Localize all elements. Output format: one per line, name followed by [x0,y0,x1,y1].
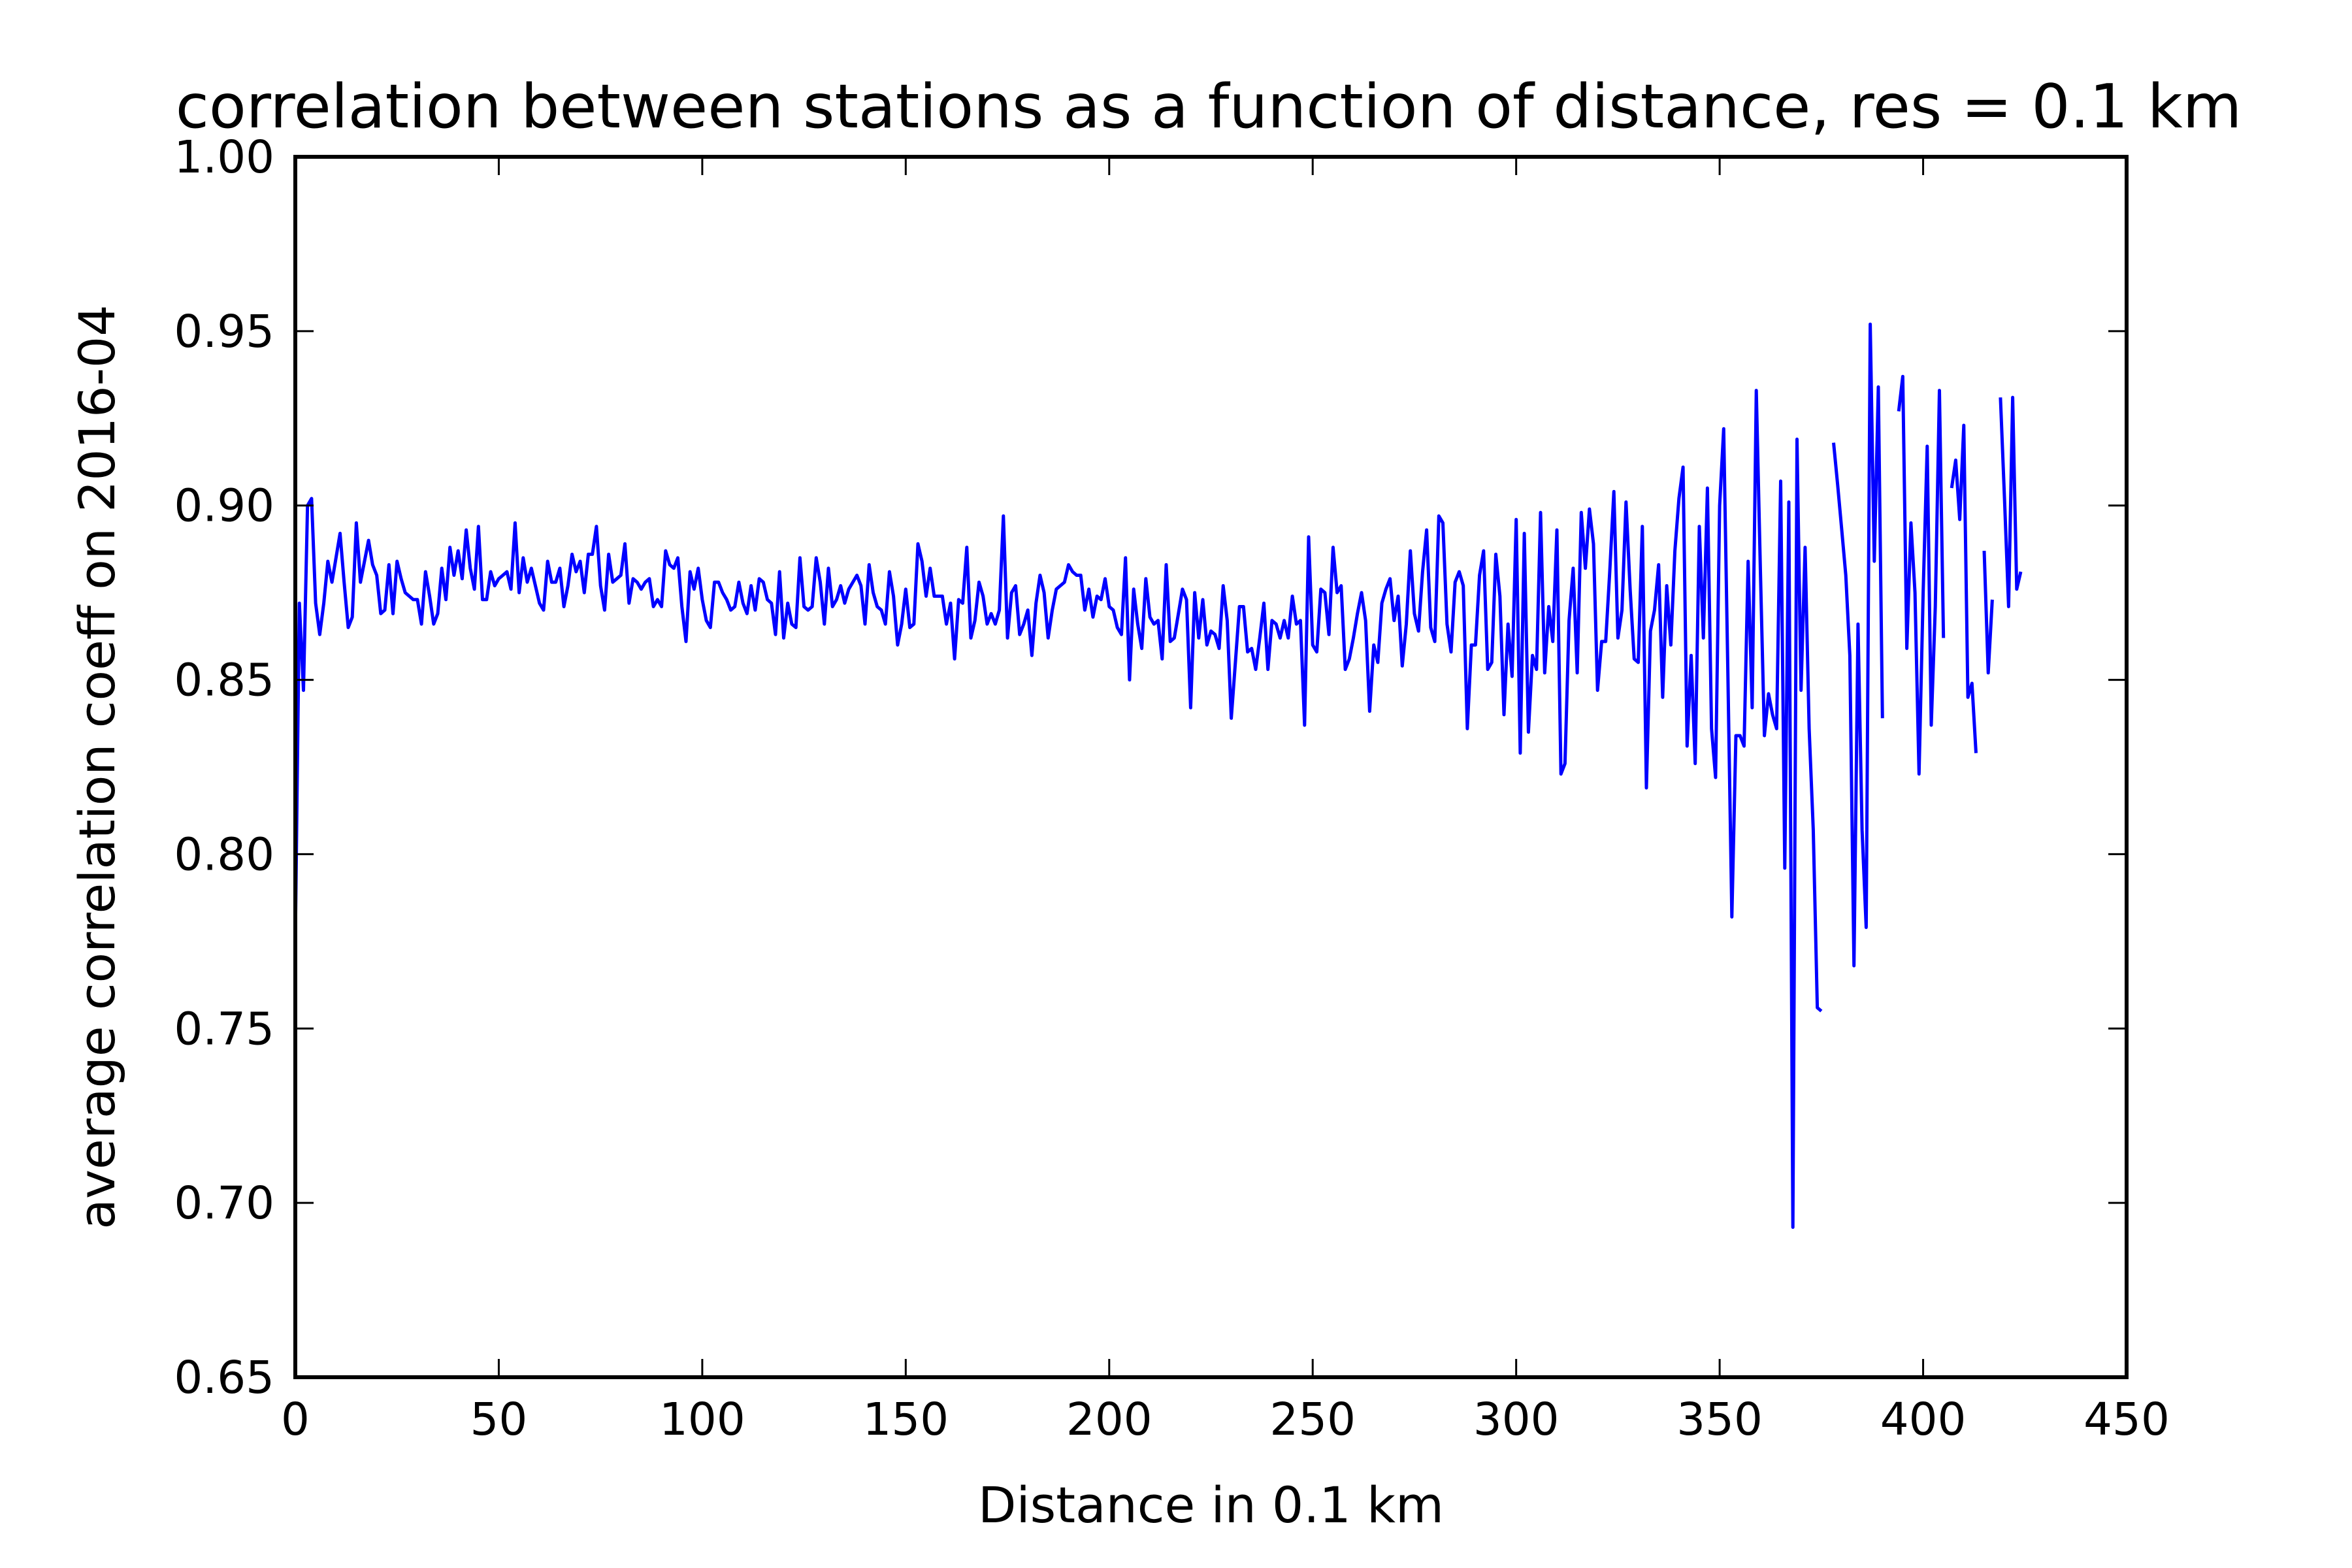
x-axis-title: Distance in 0.1 km [978,1476,1444,1534]
x-tick-label: 0 [281,1394,310,1446]
axes-frame [293,155,2129,1379]
series-line-segment-3 [1897,374,1946,776]
x-tick-label: 250 [1269,1394,1356,1446]
y-tick-label: 1.00 [174,131,274,184]
y-tick-label: 0.95 [174,306,274,358]
y-tick-label: 0.90 [174,480,274,532]
series-line-segment-5 [1982,551,1994,675]
series-line-segment-2 [1832,322,1884,968]
x-tick-label: 150 [862,1394,949,1446]
plot-area [293,322,2023,1229]
x-tick-label: 300 [1473,1394,1560,1446]
x-tick-label: 400 [1880,1394,1967,1446]
series-line-segment-1 [293,389,1823,1229]
x-tick-label: 350 [1676,1394,1763,1446]
y-tick-label: 0.75 [174,1003,274,1055]
y-tick-label: 0.65 [174,1352,274,1404]
y-tick-label: 0.80 [174,828,274,881]
y-tick-label: 0.85 [174,655,274,707]
chart-title: correlation between stations as a functi… [176,71,2242,142]
y-axis-title: average correlation coeff on 2016-04 [68,304,126,1229]
y-tick-label: 0.70 [174,1177,274,1230]
y-tick-labels: 0.65 0.70 0.75 0.80 0.85 0.90 0.95 1.00 [174,131,274,1404]
x-tick-label: 200 [1066,1394,1152,1446]
x-tick-label: 50 [470,1394,528,1446]
series-line-segment-6 [1999,395,2023,608]
x-tick-label: 450 [2083,1394,2170,1446]
series-line-segment-4 [1950,423,1978,753]
x-tick-label: 100 [659,1394,745,1446]
x-tick-labels: 0 50 100 150 200 250 300 350 400 450 [281,1394,2170,1446]
